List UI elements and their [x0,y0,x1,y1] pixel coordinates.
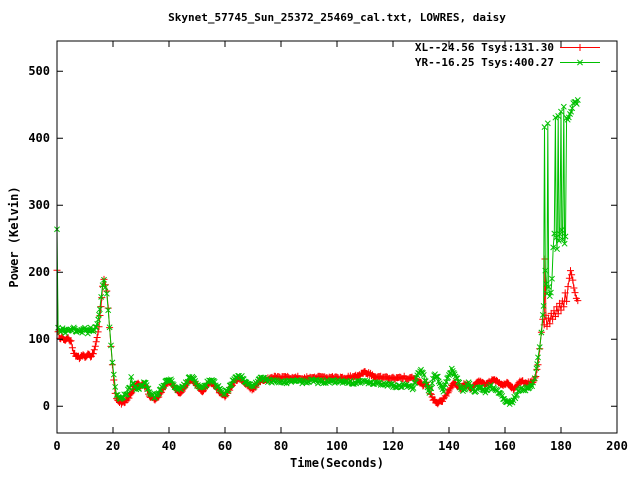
x-tick-label: 120 [382,439,404,453]
y-axis-label: Power (Kelvin) [7,186,21,288]
series-yr [54,97,581,408]
legend-label-xl: XL--24.56 Tsys:131.30 [414,41,554,54]
x-tick-label: 40 [162,439,176,453]
y-tick-label: 0 [43,399,50,413]
chart-title: Skynet_57745_Sun_25372_25469_cal.txt, LO… [168,11,506,24]
x-axis-label: Time(Seconds) [290,456,384,470]
x-axis-ticks: 0 20 40 60 80 100 120 140 160 180 200 [53,41,628,453]
y-tick-label: 400 [28,131,50,145]
series-yr-markers [54,97,581,408]
legend-label-yr: YR--16.25 Tsys:400.27 [414,56,554,69]
legend-entry-xl: XL--24.56 Tsys:131.30 [415,40,601,55]
x-tick-label: 140 [438,439,460,453]
legend-sample-line-xl [560,44,600,51]
x-tick-label: 0 [53,439,60,453]
cross-marker-icon [577,59,583,66]
x-tick-label: 100 [326,439,348,453]
y-tick-label: 300 [28,198,50,212]
x-tick-label: 60 [218,439,232,453]
plus-marker-icon [576,44,584,51]
y-tick-label: 100 [28,332,50,346]
x-tick-label: 200 [606,439,628,453]
x-tick-label: 80 [274,439,288,453]
x-tick-label: 20 [106,439,120,453]
x-tick-label: 180 [550,439,572,453]
y-tick-label: 200 [28,265,50,279]
legend-entry-yr: YR--16.25 Tsys:400.27 [415,55,601,70]
y-axis-ticks: 0 100 200 300 400 500 [28,64,617,413]
legend: XL--24.56 Tsys:131.30 YR--16.25 Tsys:400… [415,40,601,70]
y-tick-label: 500 [28,64,50,78]
legend-sample-line-yr [560,59,600,66]
plot-series [53,97,582,408]
x-tick-label: 160 [494,439,516,453]
